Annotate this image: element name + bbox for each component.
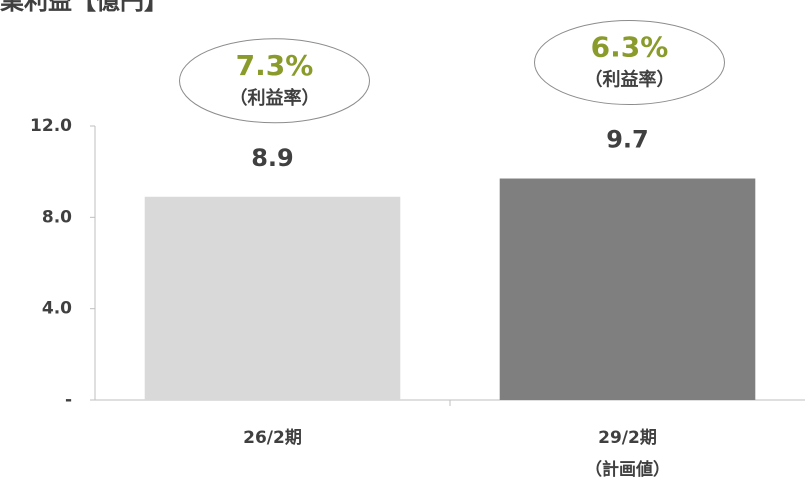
- y-tick-label: 8.0: [42, 207, 72, 227]
- y-tick-label: 12.0: [30, 116, 72, 136]
- data-label: 8.9: [251, 144, 294, 172]
- x-tick-label: 26/2期: [243, 428, 302, 448]
- y-tick-label: 4.0: [42, 299, 72, 319]
- data-label: 9.7: [606, 126, 649, 154]
- bar: [144, 196, 401, 400]
- x-tick-label: 29/2期: [598, 428, 657, 448]
- annotation-sub: （利益率）: [585, 69, 675, 91]
- x-tick-label: （計画値）: [585, 459, 670, 480]
- annotation-value: 7.3%: [236, 49, 314, 82]
- bar: [499, 178, 756, 400]
- annotation-ellipse: [179, 38, 370, 124]
- y-tick-label: -: [65, 390, 72, 410]
- chart-title: 業利益【億円】: [0, 0, 168, 15]
- annotation-sub: （利益率）: [230, 87, 320, 109]
- annotation-ellipse: [534, 20, 725, 106]
- annotation-value: 6.3%: [591, 31, 669, 64]
